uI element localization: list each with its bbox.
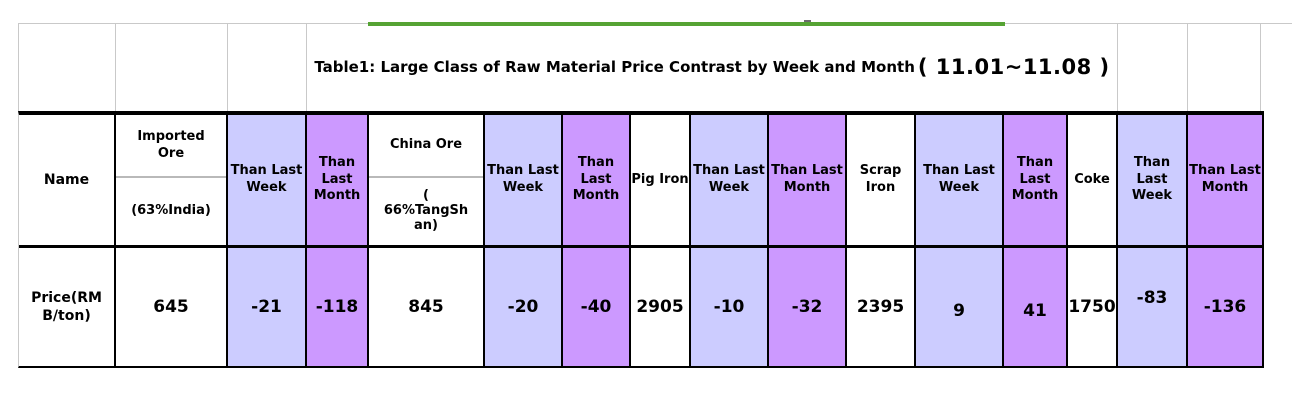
header-label: Than Last Week (693, 163, 765, 195)
cell-scrap-iron-week-delta[interactable]: 9 (916, 248, 1002, 366)
value: -136 (1203, 297, 1247, 317)
header-label: Imported Ore (137, 128, 205, 161)
table-title-cell[interactable]: Table1: Large Class of Raw Material Pric… (306, 23, 1118, 111)
col-coke-week: Than Last Week -83 (1118, 115, 1188, 366)
header-than-last-month[interactable]: Than Last Month (769, 115, 845, 248)
value: 645 (153, 297, 189, 317)
cell-imported-ore-month-delta[interactable]: -118 (307, 248, 367, 366)
col-imported-ore-week: Than Last Week -21 (228, 115, 307, 366)
header-than-last-week[interactable]: Than Last Week (1118, 115, 1186, 248)
header-label: Than Last Month (572, 154, 620, 204)
col-pig-iron: Pig Iron 2905 (631, 115, 691, 366)
header-label: Coke (1074, 171, 1110, 187)
cell-imported-ore-week-delta[interactable]: -21 (228, 248, 305, 366)
value: 9 (953, 301, 965, 321)
cell-coke-month-delta[interactable]: -136 (1188, 248, 1262, 366)
col-pig-iron-week: Than Last Week -10 (691, 115, 769, 366)
col-scrap-iron-week: Than Last Week 9 (916, 115, 1004, 366)
table-title-date-range: ( 11.01~11.08 ) (917, 55, 1110, 79)
value: 845 (408, 297, 444, 317)
header-than-last-month[interactable]: Than Last Month (1004, 115, 1066, 248)
header-label: China Ore (389, 137, 463, 153)
header-label: Name (43, 171, 90, 188)
col-scrap-iron: Scrap Iron 2395 (847, 115, 916, 366)
cell-scrap-iron-price[interactable]: 2395 (847, 248, 914, 366)
value: -21 (251, 297, 282, 317)
header-label: Than Last Week (487, 163, 559, 195)
header-than-last-month[interactable]: Than Last Month (563, 115, 629, 248)
header-than-last-week[interactable]: Than Last Week (485, 115, 561, 248)
col-scrap-iron-month: Than Last Month 41 (1004, 115, 1068, 366)
header-coke[interactable]: Coke (1068, 115, 1116, 248)
table-title-text: Table1: Large Class of Raw Material Pric… (314, 58, 915, 76)
col-imported-ore-month: Than Last Month -118 (307, 115, 369, 366)
value: -40 (580, 297, 612, 317)
cell-china-ore-price[interactable]: 845 (369, 248, 483, 366)
cell-coke-week-delta[interactable]: -83 (1118, 248, 1186, 366)
cell-row-label[interactable]: Price(RMB/ton) (19, 248, 114, 366)
value: 2905 (636, 297, 684, 317)
value: 41 (1023, 301, 1047, 321)
raw-material-price-table: Name Price(RMB/ton) Imported Ore (63%Ind… (18, 111, 1264, 368)
header-name[interactable]: Name (19, 115, 114, 248)
gridline-vertical (227, 23, 228, 111)
header-sublabel: ( 66%TangSh an) (383, 188, 469, 233)
header-imported-ore[interactable]: Imported Ore (63%India) (116, 115, 226, 248)
header-label: Than Last Week (1131, 154, 1173, 204)
value: -32 (791, 297, 823, 317)
header-sublabel: (63%India) (131, 203, 211, 219)
header-label: Than Last Month (1011, 154, 1059, 204)
header-label: Than Last Month (771, 163, 843, 195)
col-name: Name Price(RMB/ton) (19, 115, 116, 366)
header-than-last-week[interactable]: Than Last Week (228, 115, 305, 248)
header-scrap-iron[interactable]: Scrap Iron (847, 115, 914, 248)
col-coke-month: Than Last Month -136 (1188, 115, 1262, 366)
cell-pig-iron-week-delta[interactable]: -10 (691, 248, 767, 366)
gridline-vertical (18, 23, 19, 111)
header-label: Than Last Month (1189, 163, 1261, 195)
value: 2395 (856, 297, 905, 317)
row-label: Price(RMB/ton) (31, 289, 102, 324)
header-than-last-month[interactable]: Than Last Month (1188, 115, 1262, 248)
gridline-vertical (1260, 23, 1261, 111)
col-pig-iron-month: Than Last Month -32 (769, 115, 847, 366)
header-pig-iron[interactable]: Pig Iron (631, 115, 689, 248)
cell-china-ore-month-delta[interactable]: -40 (563, 248, 629, 366)
header-than-last-week[interactable]: Than Last Week (916, 115, 1002, 248)
header-label: Scrap Iron (859, 163, 902, 195)
col-china-ore: China Ore ( 66%TangSh an) 845 (369, 115, 485, 366)
value: -20 (507, 297, 539, 317)
cell-pig-iron-price[interactable]: 2905 (631, 248, 689, 366)
value: -83 (1136, 288, 1168, 308)
chart-baseline-green-line (368, 22, 1005, 26)
gridline-vertical (1187, 23, 1188, 111)
header-than-last-month[interactable]: Than Last Month (307, 115, 367, 248)
value: -118 (315, 297, 359, 317)
col-china-ore-week: Than Last Week -20 (485, 115, 563, 366)
col-imported-ore: Imported Ore (63%India) 645 (116, 115, 228, 366)
header-label: Than Last Week (923, 163, 995, 195)
gridline-vertical (115, 23, 116, 111)
header-than-last-week[interactable]: Than Last Week (691, 115, 767, 248)
cell-coke-price[interactable]: 1750 (1068, 248, 1116, 366)
chart-tick-mark (804, 20, 811, 22)
col-china-ore-month: Than Last Month -40 (563, 115, 631, 366)
header-china-ore[interactable]: China Ore ( 66%TangSh an) (369, 115, 483, 248)
value: -10 (713, 297, 745, 317)
col-coke: Coke 1750 (1068, 115, 1118, 366)
cell-pig-iron-month-delta[interactable]: -32 (769, 248, 845, 366)
header-label: Than Last Week (230, 163, 303, 195)
value: 1750 (1068, 297, 1116, 317)
header-label: Than Last Month (313, 154, 361, 204)
cell-china-ore-week-delta[interactable]: -20 (485, 248, 561, 366)
cell-scrap-iron-month-delta[interactable]: 41 (1004, 248, 1066, 366)
cell-imported-ore-price[interactable]: 645 (116, 248, 226, 366)
header-label: Pig Iron (631, 171, 689, 187)
